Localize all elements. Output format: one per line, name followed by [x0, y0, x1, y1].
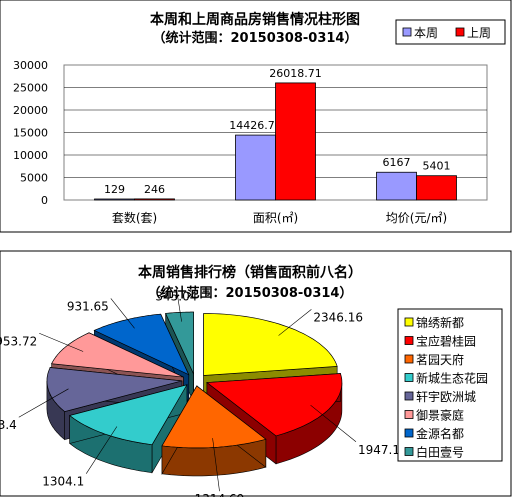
pie-leader-line — [278, 309, 312, 336]
x-category-label: 均价(元/㎡) — [386, 211, 447, 225]
legend-swatch — [404, 317, 414, 327]
pie-leader-line — [85, 426, 118, 474]
pie-slice-top — [161, 385, 267, 449]
y-tick-label: 20000 — [13, 104, 48, 117]
pie-value-labels: 2346.16 1947.17 1314.69 1304.1 1213.4 953.72 9… — [0, 288, 408, 497]
legend-swatch — [404, 373, 414, 382]
pie-slice-top — [205, 373, 343, 437]
pie-value-label: 953.72 — [0, 334, 37, 348]
bar-chart-legend: 本周 上周 — [395, 19, 506, 45]
pie-value-label: 1213.4 — [0, 418, 17, 432]
legend-swatch-this-week — [402, 27, 412, 37]
pie-value-label: 345.04 — [155, 289, 197, 303]
pie-slice-top — [51, 332, 184, 378]
legend-box — [395, 19, 506, 45]
pie-leader-line — [110, 298, 135, 329]
bar-data-label: 14426.72 — [229, 119, 282, 132]
pie-slice-top — [203, 313, 338, 376]
bar-chart-subtitle: （统计范围：20150308-0314） — [153, 30, 358, 46]
pie-slice — [161, 384, 267, 477]
pie-leader-line — [310, 404, 357, 442]
bar-chart-title: 本周和上周商品房销售情况柱形图 — [150, 11, 360, 28]
bar-this-week — [376, 171, 417, 201]
legend-label: 新城生态花园 — [416, 371, 488, 386]
pie-slice-top — [68, 384, 188, 446]
bar-data-label: 246 — [144, 183, 165, 196]
bar-last-week — [275, 82, 316, 201]
legend-swatch-last-week — [455, 27, 465, 37]
bar-data-label: 5401 — [423, 160, 451, 173]
pie-value-label: 1947.17 — [358, 443, 408, 457]
legend-swatch — [404, 391, 414, 401]
y-tick-label: 30000 — [13, 59, 48, 72]
y-tick-label: 5000 — [20, 172, 48, 185]
legend-label: 御景豪庭 — [416, 408, 464, 423]
y-tick-label: 15000 — [13, 127, 48, 140]
bar-last-week — [416, 175, 457, 201]
legend-label: 锦绣新都 — [416, 315, 464, 330]
legend-label: 金源名都 — [416, 426, 464, 441]
legend-swatch — [404, 336, 414, 345]
legend-swatch — [404, 447, 414, 456]
pie-slice-top — [46, 367, 183, 412]
legend-swatch — [404, 410, 414, 419]
y-tick-label: 0 — [41, 194, 48, 207]
pie-chart-subtitle: （统计范围：20150308-0314） — [148, 285, 353, 301]
legend-label: 白田壹号 — [416, 445, 464, 460]
pie-value-label: 1304.1 — [42, 475, 84, 489]
bar-this-week — [235, 134, 276, 201]
pie-slice-top — [165, 311, 194, 375]
bar-this-week — [94, 198, 135, 201]
bar-y-axis: 0 5000 10000 15000 20000 25000 30000 — [13, 59, 48, 207]
legend-label: 宝应碧桂园 — [416, 334, 476, 349]
bar-last-week — [134, 198, 175, 201]
pie-marks — [46, 311, 343, 477]
bar-data-label: 26018.71 — [269, 67, 322, 80]
pie-value-label: 931.65 — [67, 299, 109, 313]
bar-data-label: 6167 — [383, 156, 411, 169]
pie-slice — [68, 383, 188, 474]
pie-leader-line — [39, 333, 84, 352]
pie-chart-title: 本周销售排行榜（销售面积前八名） — [138, 264, 362, 281]
legend-swatch — [404, 354, 414, 364]
bar-x-axis: 套数(套) 面积(㎡) 均价(元/㎡) — [112, 210, 447, 225]
pie-leader-line — [18, 388, 69, 418]
y-tick-label: 10000 — [13, 149, 48, 162]
x-category-label: 套数(套) — [112, 210, 157, 225]
legend-label-this-week: 本周 — [414, 26, 438, 40]
bar-marks: 129 246 14426.72 26018.71 6167 5401 — [94, 67, 457, 201]
bar-chart-panel: 本周和上周商品房销售情况柱形图 （统计范围：20150308-0314） 本周 … — [0, 0, 512, 233]
bar-data-label: 129 — [104, 183, 125, 196]
y-tick-label: 25000 — [13, 82, 48, 95]
pie-legend-box — [397, 308, 503, 462]
legend-label-last-week: 上周 — [467, 26, 491, 40]
pie-leader-line — [212, 438, 220, 492]
legend-label: 轩宇欧洲城 — [416, 390, 476, 404]
pie-slice-top — [93, 313, 190, 376]
pie-value-label: 1314.69 — [195, 492, 245, 497]
pie-leader-line — [176, 288, 182, 322]
pie-value-label: 2346.16 — [313, 310, 363, 324]
legend-label: 茗园天府 — [416, 352, 464, 367]
pie-chart-panel: 本周销售排行榜（销售面积前八名） （统计范围：20150308-0314） 23… — [0, 250, 512, 497]
x-category-label: 面积(㎡) — [253, 211, 298, 225]
legend-swatch — [404, 428, 414, 438]
